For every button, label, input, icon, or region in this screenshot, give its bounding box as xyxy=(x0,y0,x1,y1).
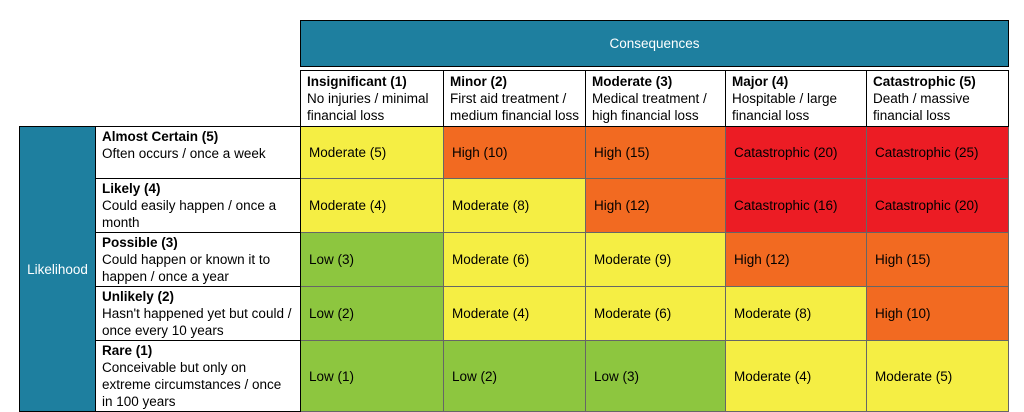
risk-cell: Moderate (6) xyxy=(585,286,726,341)
risk-cell: Moderate (9) xyxy=(585,232,726,287)
risk-cell: Low (3) xyxy=(585,340,726,412)
matrix-row-possible: Possible (3) Could happen or known it to… xyxy=(20,232,1010,287)
matrix-row-rare: Rare (1) Conceivable but only on extreme… xyxy=(20,340,1010,412)
gap-row xyxy=(19,66,1009,71)
risk-cell: Moderate (6) xyxy=(443,232,586,287)
consequences-bar-row: Consequences xyxy=(19,20,1010,67)
column-desc: First aid treatment / medium financial l… xyxy=(450,91,580,123)
row-title: Rare (1) xyxy=(102,343,153,358)
row-desc: Often occurs / once a week xyxy=(102,146,266,161)
consequences-header: Consequences xyxy=(299,20,1010,67)
column-header-row: Insignificant (1) No injuries / minimal … xyxy=(19,70,1010,127)
risk-cell: Catastrophic (25) xyxy=(865,126,1010,179)
risk-cell: Moderate (5) xyxy=(300,126,444,179)
row-desc: Conceivable but only on extreme circumst… xyxy=(102,360,282,409)
gap-spacer xyxy=(19,66,1009,71)
risk-cell: Low (3) xyxy=(300,232,444,287)
column-header-catastrophic: Catastrophic (5) Death / massive financi… xyxy=(865,70,1010,127)
row-header-likely: Likely (4) Could easily happen / once a … xyxy=(95,178,301,233)
row-desc: Could easily happen / once a month xyxy=(102,198,277,230)
column-desc: No injuries / minimal financial loss xyxy=(307,91,429,123)
header-left-spacer xyxy=(19,70,301,127)
column-title: Moderate (3) xyxy=(592,74,673,89)
risk-matrix-table: Consequences Insignificant (1) No injuri… xyxy=(19,20,1010,412)
risk-cell: Catastrophic (20) xyxy=(865,178,1010,233)
column-desc: Death / massive financial loss xyxy=(873,91,970,123)
row-desc: Could happen or known it to happen / onc… xyxy=(102,252,271,284)
risk-cell: Catastrophic (16) xyxy=(725,178,867,233)
risk-cell: Low (2) xyxy=(443,340,586,412)
row-header-possible: Possible (3) Could happen or known it to… xyxy=(95,232,301,287)
likelihood-header: Likelihood xyxy=(19,126,96,412)
risk-cell: High (12) xyxy=(585,178,726,233)
risk-cell: Low (1) xyxy=(300,340,444,412)
column-header-minor: Minor (2) First aid treatment / medium f… xyxy=(443,70,586,127)
risk-cell: Moderate (8) xyxy=(443,178,586,233)
column-title: Catastrophic (5) xyxy=(873,74,976,89)
matrix-row-unlikely: Unlikely (2) Hasn't happened yet but cou… xyxy=(20,286,1010,341)
row-title: Likely (4) xyxy=(102,181,161,196)
risk-cell: High (12) xyxy=(725,232,867,287)
column-title: Major (4) xyxy=(732,74,789,89)
risk-cell: Moderate (4) xyxy=(300,178,444,233)
risk-cell: Moderate (8) xyxy=(725,286,867,341)
risk-cell: High (10) xyxy=(865,286,1010,341)
matrix-row-almost-certain: Likelihood Almost Certain (5) Often occu… xyxy=(19,126,1010,412)
risk-cell: Moderate (5) xyxy=(865,340,1010,412)
matrix-row-likely: Likely (4) Could easily happen / once a … xyxy=(20,178,1010,233)
risk-cell: High (10) xyxy=(443,126,586,179)
row-title: Unlikely (2) xyxy=(102,289,175,304)
risk-cell: High (15) xyxy=(585,126,726,179)
top-left-spacer xyxy=(19,20,301,67)
column-title: Insignificant (1) xyxy=(307,74,407,89)
row-desc: Hasn't happened yet but could / once eve… xyxy=(102,306,292,338)
row-header-almost-certain: Almost Certain (5) Often occurs / once a… xyxy=(95,126,301,179)
risk-cell: High (15) xyxy=(865,232,1010,287)
row-title: Almost Certain (5) xyxy=(102,129,219,144)
risk-cell: Moderate (4) xyxy=(443,286,586,341)
column-title: Minor (2) xyxy=(450,74,507,89)
risk-cell: Catastrophic (20) xyxy=(725,126,867,179)
risk-matrix: Consequences Insignificant (1) No injuri… xyxy=(19,20,1010,412)
column-header-moderate: Moderate (3) Medical treatment / high fi… xyxy=(585,70,726,127)
column-desc: Medical treatment / high financial loss xyxy=(592,91,707,123)
row-title: Possible (3) xyxy=(102,235,178,250)
risk-cell: Moderate (4) xyxy=(725,340,867,412)
risk-cell: Low (2) xyxy=(300,286,444,341)
column-desc: Hospitable / large financial loss xyxy=(732,91,838,123)
row-header-unlikely: Unlikely (2) Hasn't happened yet but cou… xyxy=(95,286,301,341)
column-header-major: Major (4) Hospitable / large financial l… xyxy=(725,70,867,127)
column-header-insignificant: Insignificant (1) No injuries / minimal … xyxy=(300,70,444,127)
